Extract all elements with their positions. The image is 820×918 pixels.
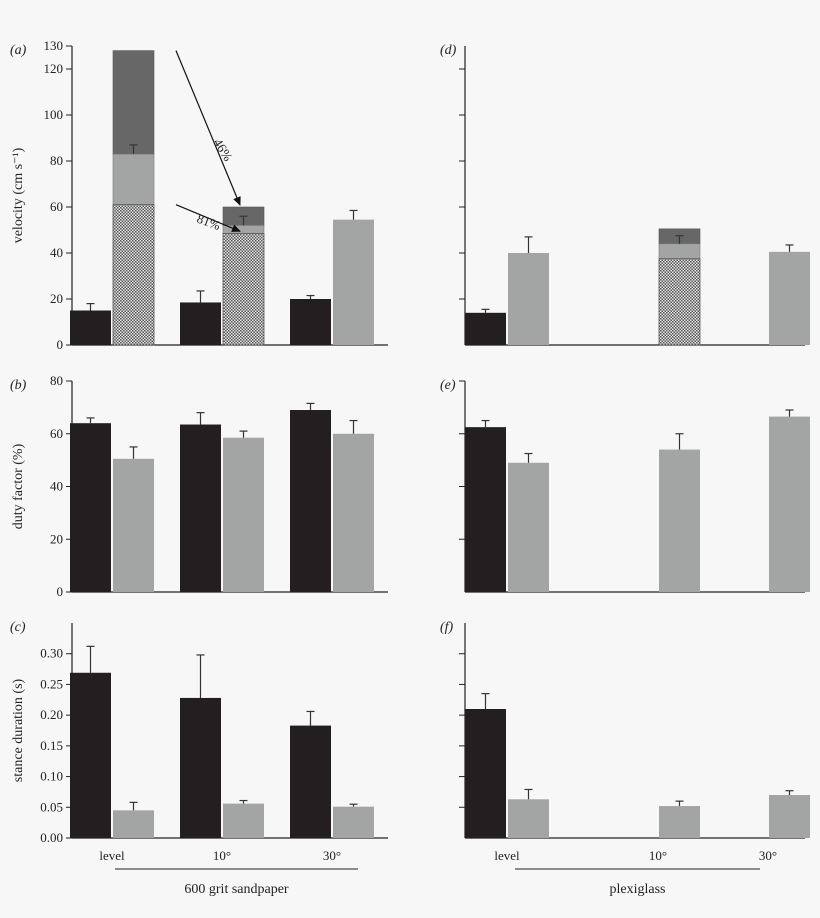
y-tick-label: 60 (50, 199, 63, 214)
x-tick-label: level (494, 848, 520, 863)
bar (333, 806, 374, 838)
y-tick-label: 20 (50, 291, 63, 306)
y-tick-label: 40 (50, 245, 63, 260)
bar (465, 709, 506, 838)
y-tick-label: 0.25 (40, 676, 63, 691)
bar (508, 799, 549, 838)
bar-segment-mid (658, 243, 701, 260)
bar (769, 416, 810, 592)
panel-b: (b) 0 20 40 60 80 duty factor (%) (10, 373, 388, 599)
x-tick-label: level (99, 848, 125, 863)
bar (290, 410, 331, 592)
y-tick-label: 0.30 (40, 646, 63, 661)
panel-label: (c) (10, 620, 26, 635)
y-tick-label: 120 (44, 61, 64, 76)
group-label: 600 grit sandpaper (184, 882, 289, 897)
y-tick-label: 0 (57, 337, 64, 352)
x-tick-label: 30° (759, 848, 777, 863)
y-tick-label: 0.00 (40, 830, 63, 845)
y-tick-label: 0.15 (40, 738, 63, 753)
panel-label: (d) (440, 43, 457, 58)
y-axis-label: duty factor (%) (11, 443, 26, 529)
bar (70, 423, 111, 592)
bar (223, 437, 264, 592)
y-tick-label: 0 (57, 584, 64, 599)
bar (223, 803, 264, 838)
bar (70, 672, 111, 838)
bar (113, 810, 154, 838)
bar (508, 462, 549, 592)
annotation-81: 81% (195, 211, 223, 233)
x-tick-label: 10° (213, 848, 231, 863)
bar (508, 253, 549, 345)
bar (290, 299, 331, 345)
panel-c: (c) 0.00 0.05 0.10 0.15 0.20 0.25 0.30 stance du… (10, 620, 388, 897)
arrow-81 (175, 204, 241, 232)
panel-f: (f) level 10° 30° plexiglass (440, 620, 810, 897)
annotation-46: 46% (210, 136, 235, 164)
bar (465, 312, 506, 345)
panel-e: (e) (440, 378, 810, 593)
y-tick-label: 40 (50, 479, 63, 494)
x-tick-label: 10° (649, 848, 667, 863)
group-label: plexiglass (610, 882, 666, 897)
bar (290, 725, 331, 838)
y-tick-label: 60 (50, 426, 63, 441)
y-axis-label: velocity (cm s⁻¹) (11, 147, 26, 243)
y-tick-label: 0.10 (40, 769, 63, 784)
panel-d: (d) (440, 43, 810, 346)
y-tick-label: 80 (50, 373, 63, 388)
panel-a: (a) 0 20 40 60 80 100 120 130 velocity (cm s⁻¹) 46… (10, 38, 388, 352)
y-tick-label: 130 (44, 38, 64, 53)
bar-segment-top (112, 50, 155, 155)
panel-label: (a) (10, 43, 27, 58)
bar (113, 458, 154, 592)
y-tick-label: 0.05 (40, 799, 63, 814)
bar (180, 424, 221, 592)
bar-segment-base (222, 233, 265, 346)
bar (659, 449, 700, 592)
bar (659, 806, 700, 838)
panel-label: (f) (440, 620, 454, 635)
bar (180, 697, 221, 838)
bar (465, 427, 506, 592)
y-tick-label: 80 (50, 153, 63, 168)
bar-segment-mid (112, 153, 155, 206)
bar (180, 302, 221, 345)
y-axis-label: stance duration (s) (11, 678, 26, 782)
y-tick-label: 100 (44, 107, 64, 122)
bar (70, 310, 111, 345)
x-tick-label: 30° (323, 848, 341, 863)
bar (769, 251, 810, 345)
bar (769, 795, 810, 838)
panel-label: (b) (10, 378, 27, 393)
y-tick-label: 20 (50, 531, 63, 546)
y-tick-label: 0.20 (40, 707, 63, 722)
panel-label: (e) (440, 378, 456, 393)
bar-segment-base (112, 204, 155, 346)
bar-segment-base (658, 258, 701, 346)
bar (333, 433, 374, 592)
arrow-46 (175, 50, 241, 206)
bar (333, 219, 374, 345)
